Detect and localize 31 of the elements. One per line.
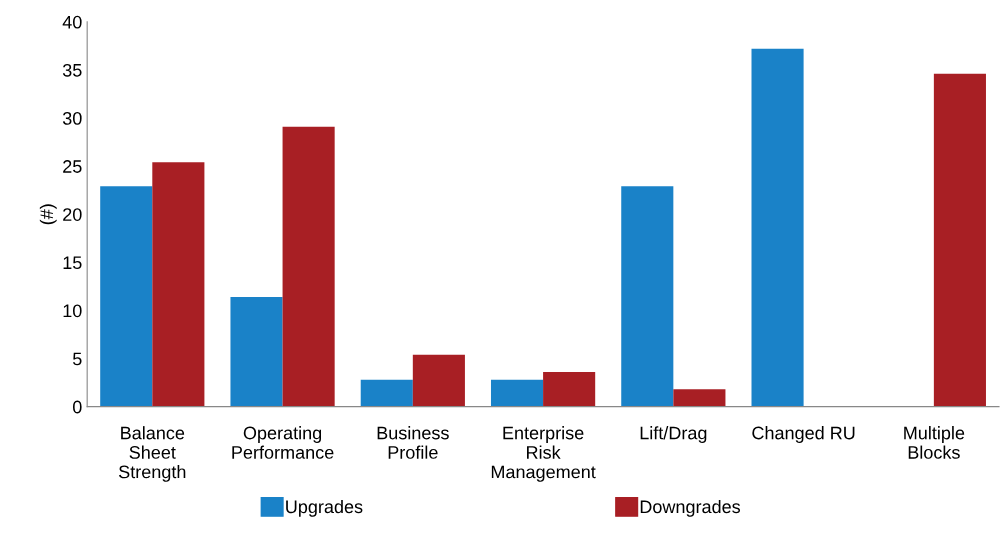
- bar: [412, 354, 465, 407]
- y-axis-title: (#): [39, 204, 57, 225]
- x-tick-label: Balance Sheet Strength: [119, 426, 186, 482]
- y-tick-label: 30: [62, 111, 82, 125]
- x-tick-label: Enterprise Risk Management: [491, 426, 596, 482]
- x-tick-label: Multiple Blocks: [904, 426, 965, 459]
- y-tick-label: 10: [63, 304, 82, 318]
- bar: [360, 379, 413, 407]
- y-tick-label: 0: [72, 400, 82, 414]
- y-tick-label: 25: [63, 160, 82, 173]
- x-tick-label: Operating Performance: [232, 426, 334, 459]
- bar: [543, 372, 596, 407]
- bar: [751, 48, 804, 407]
- y-tick-label: 15: [63, 256, 82, 270]
- bar: [490, 379, 544, 407]
- x-tick-label: Lift/Drag: [640, 426, 707, 443]
- x-tick-label: Business Profile: [377, 426, 449, 459]
- bar: [673, 389, 726, 407]
- x-tick-label: Changed RU: [752, 426, 855, 443]
- bar: [230, 297, 283, 407]
- y-tick-label: 40: [62, 15, 82, 29]
- bar: [100, 186, 153, 407]
- legend-label: Upgrades: [286, 499, 363, 517]
- bar: [282, 126, 335, 407]
- bar: [621, 186, 674, 407]
- y-tick-label: 5: [72, 352, 82, 366]
- legend-label: Downgrades: [640, 499, 741, 517]
- bar: [933, 73, 986, 407]
- y-tick-label: 20: [63, 208, 82, 221]
- bar: [152, 162, 205, 407]
- y-tick-label: 35: [62, 63, 82, 77]
